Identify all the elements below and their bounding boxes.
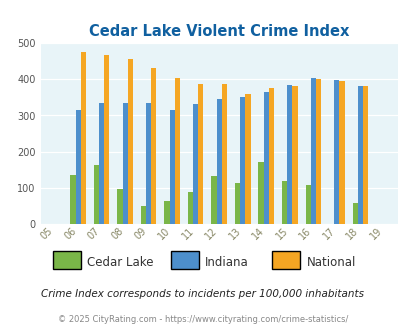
Bar — [292, 86, 297, 224]
Bar — [70, 176, 75, 224]
Bar — [117, 189, 122, 224]
Text: © 2025 CityRating.com - https://www.cityrating.com/crime-statistics/: © 2025 CityRating.com - https://www.city… — [58, 315, 347, 324]
Bar — [268, 88, 273, 224]
Bar — [175, 78, 179, 224]
Bar — [169, 110, 175, 224]
Bar — [221, 84, 226, 224]
Bar — [352, 203, 357, 224]
Bar — [151, 68, 156, 224]
Bar — [333, 80, 339, 224]
Text: Crime Index corresponds to incidents per 100,000 inhabitants: Crime Index corresponds to incidents per… — [41, 289, 364, 299]
Bar — [216, 99, 221, 224]
Title: Cedar Lake Violent Crime Index: Cedar Lake Violent Crime Index — [89, 24, 349, 39]
Bar — [198, 84, 203, 224]
Bar — [164, 201, 169, 224]
Text: Indiana: Indiana — [205, 256, 248, 269]
Bar — [362, 86, 367, 224]
Bar — [258, 162, 263, 224]
Bar — [211, 177, 216, 224]
Bar — [193, 104, 198, 224]
Bar — [245, 94, 250, 224]
Bar — [315, 79, 320, 224]
Text: National: National — [306, 256, 355, 269]
Bar — [339, 82, 344, 224]
Bar — [281, 181, 286, 224]
Bar — [234, 183, 240, 224]
Bar — [310, 78, 315, 224]
Bar — [240, 97, 245, 224]
Bar — [357, 86, 362, 224]
Bar — [128, 59, 133, 224]
Bar — [263, 91, 268, 224]
Bar — [146, 103, 151, 224]
Bar — [104, 55, 109, 224]
Bar — [75, 110, 81, 224]
Bar — [99, 103, 104, 224]
Bar — [141, 206, 146, 224]
Bar — [122, 103, 128, 224]
Text: Cedar Lake: Cedar Lake — [87, 256, 153, 269]
Bar — [94, 164, 99, 224]
Bar — [81, 52, 86, 224]
Bar — [305, 185, 310, 224]
Bar — [188, 192, 193, 224]
Bar — [286, 84, 292, 224]
